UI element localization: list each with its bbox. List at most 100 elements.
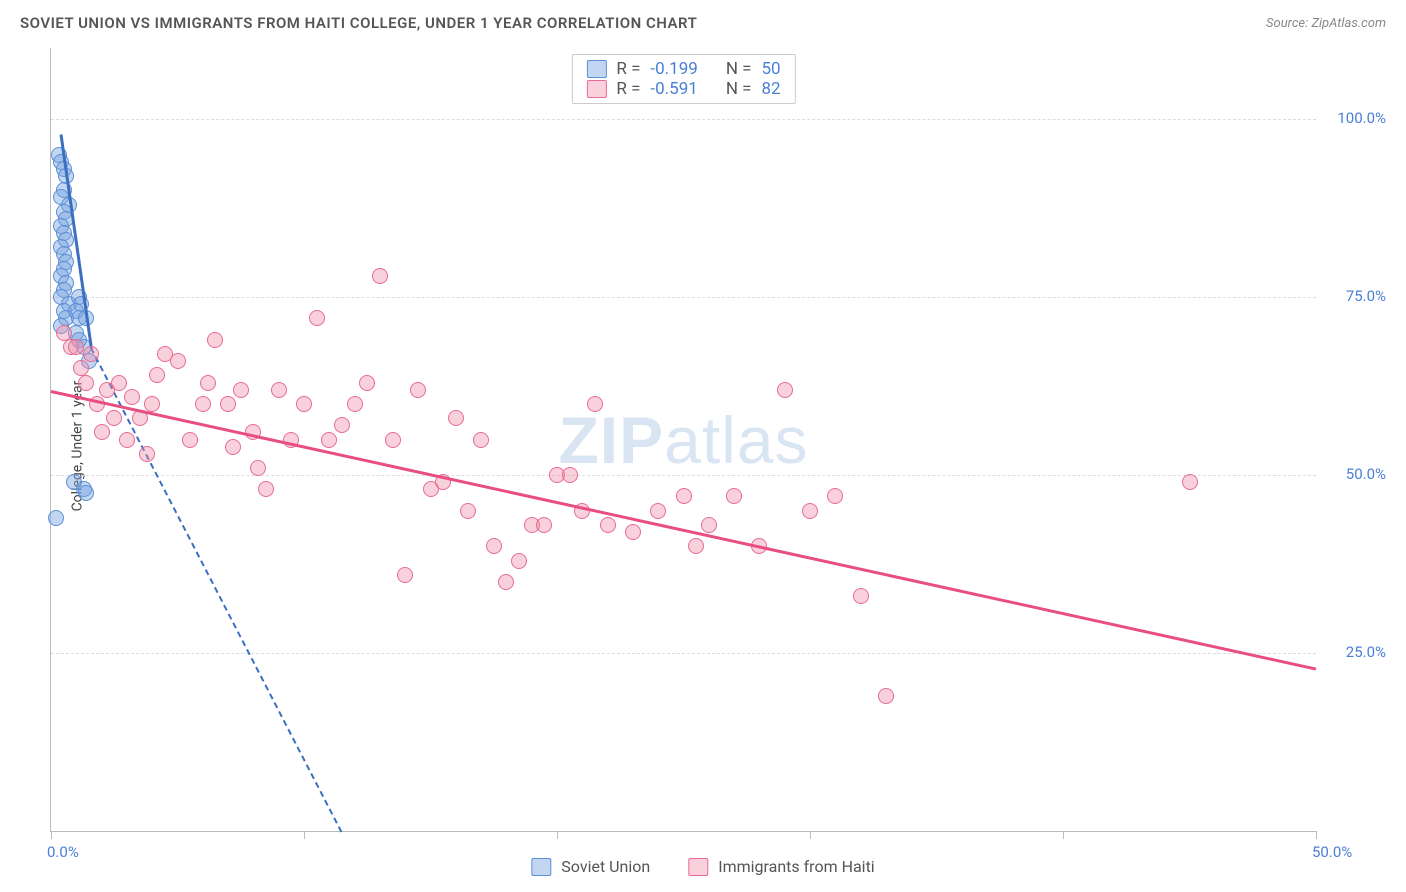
r-value: -0.591 [650, 79, 697, 99]
legend-swatch [531, 858, 551, 876]
series-legend-item: Immigrants from Haiti [688, 857, 874, 876]
correlation-legend-row: R = -0.591 N = 82 [586, 79, 780, 99]
r-value: -0.199 [650, 59, 697, 79]
data-point [372, 268, 388, 284]
data-point [207, 332, 223, 348]
n-label: N = [726, 59, 752, 79]
data-point [321, 432, 337, 448]
data-point [410, 382, 426, 398]
data-point [111, 375, 127, 391]
y-axis-value: 50.0% [1346, 465, 1386, 483]
data-point [233, 382, 249, 398]
data-point [94, 424, 110, 440]
gridline [51, 119, 1316, 120]
data-point [124, 389, 140, 405]
plot-region: ZIPatlas R =-0.199N =50R =-0.591N =82 0.… [50, 48, 1316, 832]
x-tick [1316, 831, 1317, 839]
x-tick [304, 831, 305, 839]
r-label: R = [616, 59, 640, 79]
data-point [258, 481, 274, 497]
n-value: 82 [762, 79, 781, 99]
r-label: R = [616, 79, 640, 99]
data-point [347, 396, 363, 412]
data-point [385, 432, 401, 448]
data-point [676, 488, 692, 504]
gridline [51, 653, 1316, 654]
data-point [536, 517, 552, 533]
data-point [460, 503, 476, 519]
data-point [701, 517, 717, 533]
data-point [397, 567, 413, 583]
source-prefix: Source: [1266, 16, 1311, 31]
trend-line-extrapolation [91, 347, 343, 832]
data-point [271, 382, 287, 398]
data-point [250, 460, 266, 476]
data-point [83, 346, 99, 362]
watermark-bold: ZIP [558, 403, 664, 477]
data-point [182, 432, 198, 448]
x-tick [810, 831, 811, 839]
data-point [106, 410, 122, 426]
chart-title: SOVIET UNION VS IMMIGRANTS FROM HAITI CO… [20, 14, 697, 32]
data-point [853, 588, 869, 604]
trend-line [51, 390, 1317, 671]
n-label: N = [726, 79, 752, 99]
data-point [688, 538, 704, 554]
data-point [359, 375, 375, 391]
data-point [144, 396, 160, 412]
data-point [119, 432, 135, 448]
correlation-legend-row: R =-0.199N =50 [586, 59, 780, 79]
data-point [777, 382, 793, 398]
data-point [170, 353, 186, 369]
data-point [195, 396, 211, 412]
gridline [51, 297, 1316, 298]
data-point [587, 396, 603, 412]
x-tick [1063, 831, 1064, 839]
gridline [51, 475, 1316, 476]
series-legend-item: Soviet Union [531, 857, 650, 876]
data-point [486, 538, 502, 554]
x-tick [557, 831, 558, 839]
x-axis-value: 0.0% [47, 843, 79, 861]
data-point [473, 432, 489, 448]
data-point [878, 688, 894, 704]
correlation-legend: R =-0.199N =50R =-0.591N =82 [571, 54, 795, 104]
data-point [600, 517, 616, 533]
data-point [334, 417, 350, 433]
legend-swatch [688, 858, 708, 876]
y-axis-value: 75.0% [1346, 287, 1386, 305]
data-point [78, 485, 94, 501]
chart-header: SOVIET UNION VS IMMIGRANTS FROM HAITI CO… [0, 0, 1406, 40]
data-point [650, 503, 666, 519]
legend-swatch [586, 80, 606, 98]
data-point [802, 503, 818, 519]
data-point [309, 310, 325, 326]
data-point [448, 410, 464, 426]
data-point [225, 439, 241, 455]
legend-swatch [586, 60, 606, 78]
x-axis-value: 50.0% [1312, 843, 1352, 861]
data-point [68, 339, 84, 355]
data-point [511, 553, 527, 569]
series-label: Immigrants from Haiti [718, 857, 874, 876]
data-point [149, 367, 165, 383]
watermark: ZIPatlas [558, 402, 808, 478]
y-axis-value: 100.0% [1337, 109, 1386, 127]
source-attribution: Source: ZipAtlas.com [1266, 16, 1386, 31]
data-point [48, 510, 64, 526]
series-label: Soviet Union [561, 857, 650, 876]
data-point [1182, 474, 1198, 490]
x-tick [51, 831, 52, 839]
y-axis-value: 25.0% [1346, 643, 1386, 661]
data-point [827, 488, 843, 504]
data-point [625, 524, 641, 540]
data-point [726, 488, 742, 504]
data-point [78, 375, 94, 391]
data-point [562, 467, 578, 483]
source-link[interactable]: ZipAtlas.com [1311, 16, 1386, 31]
data-point [139, 446, 155, 462]
data-point [296, 396, 312, 412]
chart-area: ZIPatlas R =-0.199N =50R =-0.591N =82 0.… [50, 48, 1316, 832]
watermark-light: atlas [664, 403, 808, 477]
series-legend: Soviet Union Immigrants from Haiti [531, 857, 874, 876]
